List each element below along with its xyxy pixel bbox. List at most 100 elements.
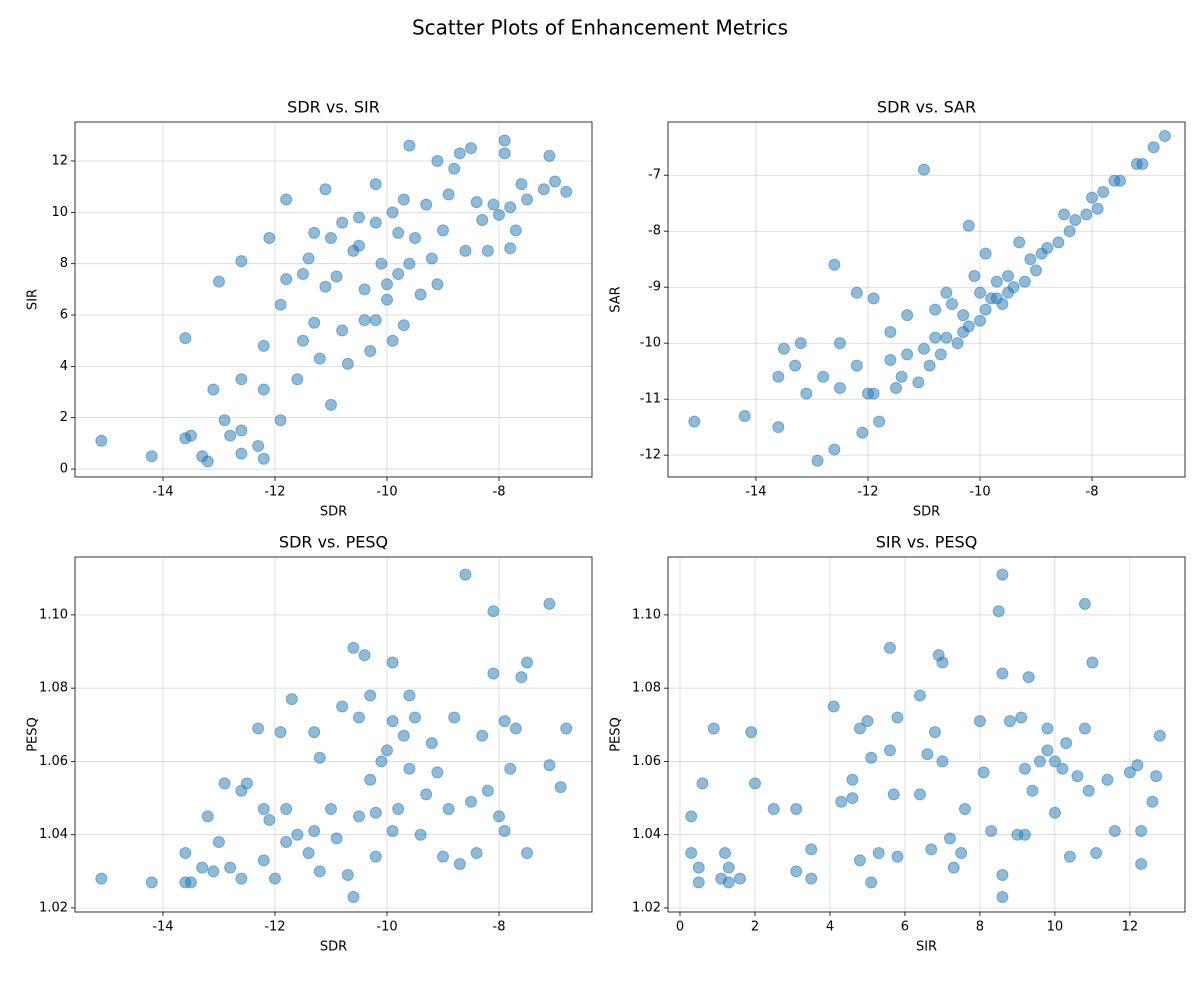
y-tick-label: 10 — [51, 205, 68, 220]
scatter-point — [386, 825, 399, 838]
scatter-point — [498, 134, 511, 147]
scatter-point — [285, 693, 298, 706]
scatter-point — [889, 381, 902, 394]
scatter-point — [476, 729, 489, 742]
scatter-point — [1063, 225, 1076, 238]
scatter-point — [235, 424, 248, 437]
scatter-point — [252, 439, 265, 452]
subplot: 0 2 4 6 8 10 12 1.02 1.04 1.06 1.08 1.10 SIR vs. PES… — [609, 533, 1186, 955]
y-tick-label: 4 — [60, 359, 68, 374]
scatter-point — [257, 854, 270, 867]
y-tick-label: 1.10 — [632, 607, 661, 622]
scatter-point — [465, 795, 478, 808]
scatter-point — [145, 876, 158, 889]
scatter-point — [951, 337, 964, 350]
x-tick-label: 4 — [826, 920, 834, 935]
y-tick-label: 1.02 — [39, 900, 68, 915]
y-tick-label: 1.08 — [632, 681, 661, 696]
scatter-point — [973, 286, 986, 299]
scatter-point — [883, 744, 896, 757]
scatter-point — [707, 722, 720, 735]
subplot: -14 -12 -10 -8 1.02 1.04 1.06 1.08 1.10 SDR vs. P… — [26, 533, 593, 955]
y-tick-label: 2 — [60, 410, 68, 425]
scatter-point — [901, 348, 914, 361]
y-tick-label: 0 — [60, 462, 68, 477]
scatter-point — [936, 656, 949, 669]
scatter-point — [1060, 737, 1073, 750]
y-tick-label: 1.04 — [632, 827, 661, 842]
y-tick-label: -11 — [640, 392, 661, 407]
x-tick-label: -12 — [857, 485, 878, 500]
scatter-point — [873, 415, 886, 428]
scatter-point — [218, 414, 231, 427]
scatter-point — [476, 214, 489, 227]
x-axis-label: SDR — [320, 505, 347, 520]
scatter-point — [319, 280, 332, 293]
scatter-point — [901, 309, 914, 322]
scatter-point — [685, 847, 698, 860]
scatter-point — [179, 847, 192, 860]
scatter-point — [493, 810, 506, 823]
scatter-point — [403, 689, 416, 702]
y-tick-label: -9 — [648, 280, 661, 295]
axes-frame — [667, 556, 1186, 913]
scatter-point — [883, 641, 896, 654]
scatter-point — [448, 162, 461, 175]
y-axis-label: SAR — [609, 286, 624, 312]
x-tick-label: -8 — [493, 485, 506, 500]
scatter-point — [979, 303, 992, 316]
scatter-point — [487, 605, 500, 618]
scatter-point — [369, 178, 382, 191]
scatter-point — [336, 324, 349, 337]
scatter-point — [280, 836, 293, 849]
scatter-point — [408, 232, 421, 245]
scatter-point — [369, 850, 382, 863]
scatter-point — [291, 828, 304, 841]
y-tick-label: 1.04 — [39, 827, 68, 842]
scatter-point — [772, 421, 785, 434]
scatter-point — [1041, 744, 1054, 757]
scatter-point — [364, 773, 377, 786]
scatter-point — [990, 275, 1003, 288]
scatter-point — [977, 766, 990, 779]
scatter-point — [828, 443, 841, 456]
scatter-point — [235, 872, 248, 885]
scatter-point — [1003, 715, 1016, 728]
scatter-point — [895, 370, 908, 383]
scatter-point — [257, 803, 270, 816]
scatter-point — [358, 649, 371, 662]
scatter-point — [1018, 275, 1031, 288]
scatter-point — [790, 865, 803, 878]
scatter-point — [1058, 208, 1071, 221]
scatter-point — [685, 810, 698, 823]
scatter-point — [358, 283, 371, 296]
scatter-point — [996, 568, 1009, 581]
scatter-point — [549, 175, 562, 188]
scatter-point — [921, 748, 934, 761]
scatter-point — [347, 641, 360, 654]
scatter-point — [800, 387, 813, 400]
scatter-point — [263, 232, 276, 245]
scatter-point — [1041, 241, 1054, 254]
x-tick-label: 0 — [676, 920, 684, 935]
x-tick-label: 8 — [976, 920, 984, 935]
scatter-point — [330, 270, 343, 283]
scatter-point — [1086, 191, 1099, 204]
x-tick-label: -12 — [264, 920, 285, 935]
scatter-point — [865, 751, 878, 764]
scatter-point — [853, 722, 866, 735]
scatter-point — [996, 890, 1009, 903]
scatter-point — [1069, 213, 1082, 226]
scatter-point — [1097, 185, 1110, 198]
scatter-point — [308, 825, 321, 838]
scatter-point — [1080, 208, 1093, 221]
scatter-point — [794, 337, 807, 350]
scatter-point — [324, 803, 337, 816]
scatter-point — [380, 744, 393, 757]
scatter-point — [481, 244, 494, 257]
scatter-point — [745, 726, 758, 739]
scatter-point — [1136, 157, 1149, 170]
scatter-point — [521, 193, 534, 206]
scatter-point — [696, 777, 709, 790]
scatter-point — [940, 286, 953, 299]
